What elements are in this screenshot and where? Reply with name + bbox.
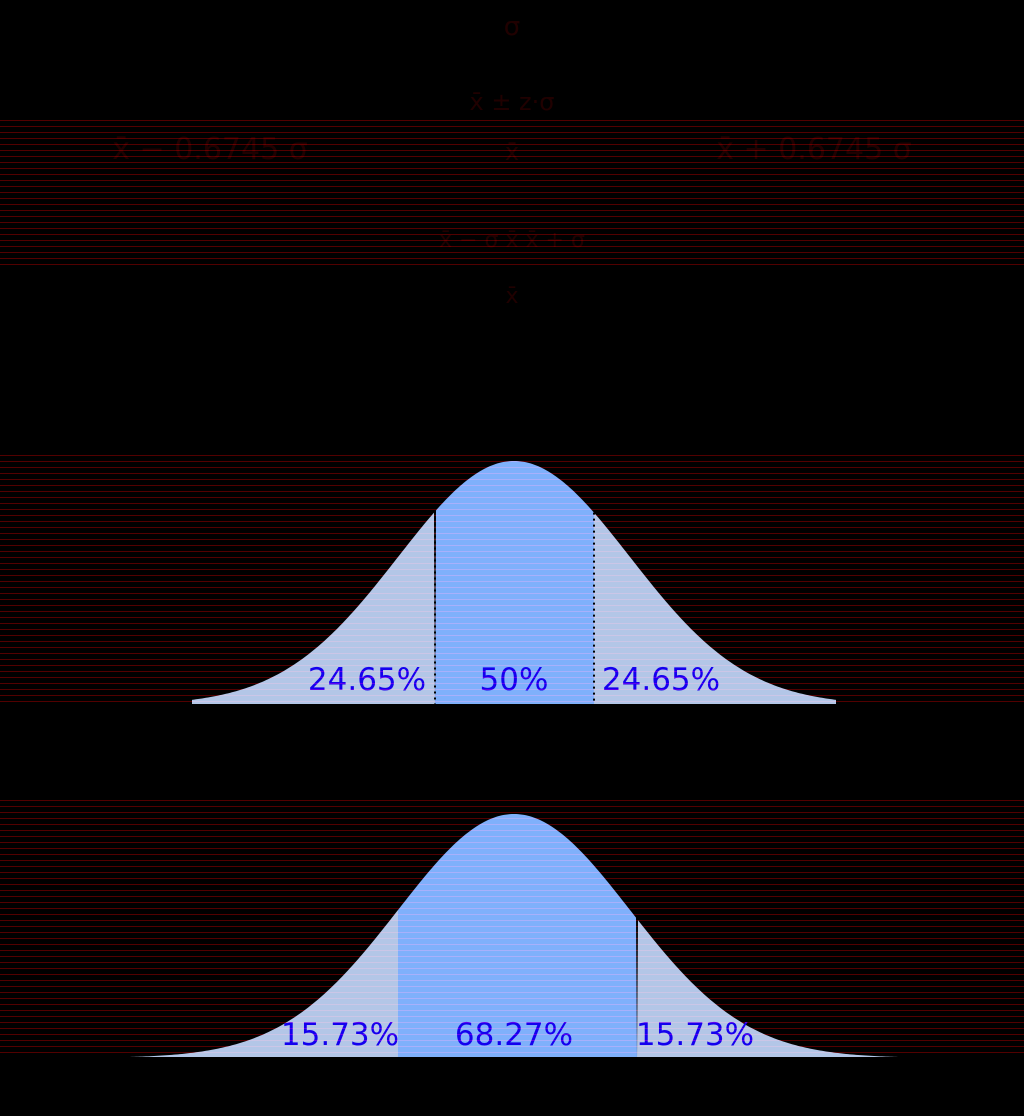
formula-center-mean: x̄ bbox=[504, 138, 520, 166]
region-label-left-tail: 15.73% bbox=[281, 1017, 399, 1053]
chart-interquartile-svg: 24.65% 50% 24.65% bbox=[188, 461, 840, 706]
formula-main-expression: x̄ ± z·σ bbox=[469, 88, 555, 116]
region-label-right-tail: 24.65% bbox=[602, 662, 720, 698]
chart-one-sigma: 15.73% 68.27% 15.73% bbox=[0, 790, 1024, 1080]
formula-left-bound: x̄ − 0.6745 σ bbox=[112, 132, 308, 167]
formula-title: σ bbox=[503, 12, 521, 42]
region-label-center: 50% bbox=[480, 662, 549, 698]
chart-one-sigma-svg: 15.73% 68.27% 15.73% bbox=[126, 814, 902, 1059]
region-label-left-tail: 24.65% bbox=[308, 662, 426, 698]
region-label-right-tail: 15.73% bbox=[636, 1017, 754, 1053]
formula-right-bound: x̄ + 0.6745 σ bbox=[716, 132, 912, 167]
header-formula-block: σ x̄ ± z·σ x̄ − 0.6745 σ x̄ x̄ + 0.6745 … bbox=[0, 0, 1024, 330]
chart-interquartile: 24.65% 50% 24.65% bbox=[0, 440, 1024, 730]
formula-note-mean: x̄ bbox=[505, 284, 519, 309]
region-label-center: 68.27% bbox=[455, 1017, 573, 1053]
formula-note-sigma-bounds: x̄ − σ x̄ x̄ + σ bbox=[439, 228, 585, 253]
